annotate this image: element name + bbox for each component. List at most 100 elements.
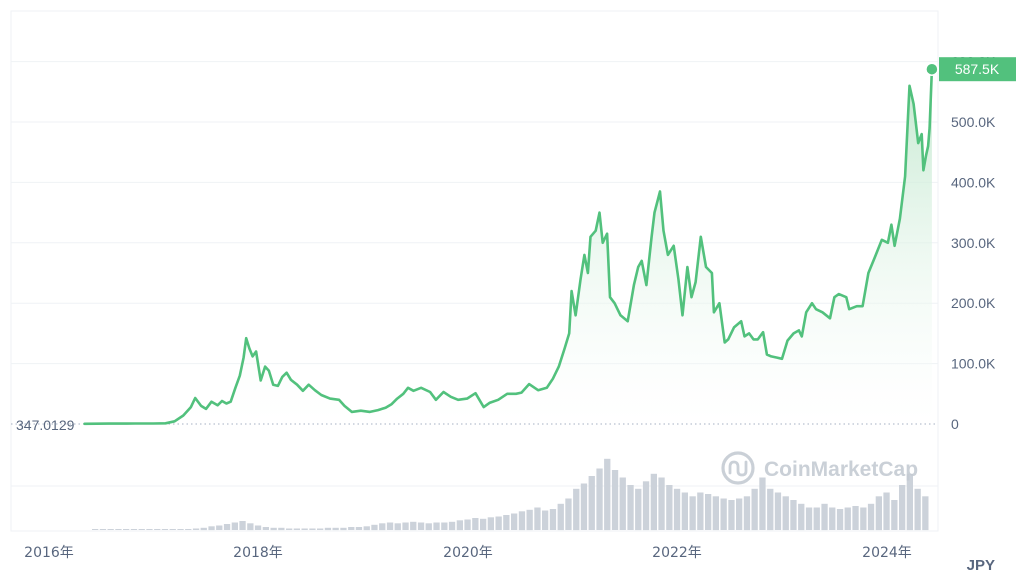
volume-bar <box>348 527 355 530</box>
volume-bar <box>588 476 595 530</box>
volume-bar <box>906 473 913 531</box>
volume-bar <box>247 523 254 531</box>
last-value-marker[interactable]: 587.5K <box>925 57 1016 82</box>
volume-bar <box>867 503 875 531</box>
volume-bar <box>642 481 650 531</box>
volume-bar <box>518 511 526 531</box>
volume-bar <box>681 492 688 530</box>
x-tick-label: 2022年 <box>652 545 702 561</box>
volume-bar <box>557 503 564 531</box>
volume-bar <box>736 498 743 530</box>
chart-frame <box>10 10 939 532</box>
watermark: CoinMarketCap <box>721 451 918 485</box>
y-tick-label: 400.0K <box>951 174 996 190</box>
x-tick-label: 2020年 <box>443 545 493 561</box>
last-price-label: 587.5K <box>955 61 1000 77</box>
baseline-value-label: 347.0129 <box>16 417 75 433</box>
volume-bar <box>340 527 347 531</box>
x-tick-label: 2016年 <box>24 545 74 561</box>
last-price-badge <box>939 57 1016 82</box>
volume-bar <box>317 528 324 530</box>
volume-bar <box>829 507 836 530</box>
volume-bar <box>192 528 200 530</box>
volume-bar <box>99 529 107 530</box>
y-tick-label: 300.0K <box>951 235 996 251</box>
volume-bar <box>239 521 246 530</box>
volume-bar <box>480 518 487 531</box>
volume-bar <box>130 529 138 530</box>
volume-bar <box>154 529 161 530</box>
volume-bar <box>899 485 906 530</box>
price-area-layer <box>84 69 932 424</box>
volume-bar <box>883 492 890 530</box>
y-tick-label: 100.0K <box>951 356 996 372</box>
volume-bar <box>596 468 603 530</box>
coinmarketcap-logo-icon <box>721 451 755 485</box>
volume-bar <box>503 515 510 530</box>
volume-bar <box>759 477 766 530</box>
volume-bar <box>231 522 238 530</box>
volume-bar <box>138 529 145 530</box>
volume-bar <box>875 496 882 531</box>
volume-bar <box>836 509 844 530</box>
volume-bar <box>177 529 184 530</box>
grid-lines <box>11 61 938 487</box>
x-tick-label: 2024年 <box>862 545 912 561</box>
volume-bar <box>511 513 518 530</box>
volume-bar <box>534 507 541 530</box>
volume-bar <box>262 527 269 530</box>
volume-bar <box>658 477 665 530</box>
volume-bar <box>573 488 580 531</box>
y-tick-label: 200.0K <box>951 295 996 311</box>
y-tick-label: 500.0K <box>951 114 996 130</box>
volume-bar <box>790 500 797 530</box>
volume-bar <box>386 522 394 530</box>
volume-bar <box>456 520 463 531</box>
volume-bar <box>798 503 805 531</box>
volume-bar <box>619 477 626 530</box>
volume-bar <box>270 527 277 531</box>
price-area <box>84 69 932 424</box>
volume-bar <box>223 524 231 530</box>
volume-bar <box>254 525 262 530</box>
volume-bar <box>635 488 642 531</box>
price-line-layer <box>83 67 934 426</box>
volume-bar <box>627 485 634 530</box>
volume-bar <box>844 507 851 530</box>
volume-bar <box>774 492 782 530</box>
volume-bar <box>425 523 432 531</box>
volume-bar <box>891 500 898 530</box>
volume-bar <box>464 519 471 530</box>
volume-bar <box>441 522 448 530</box>
volume-bar <box>208 526 215 531</box>
last-price-dot[interactable] <box>925 62 939 76</box>
volume-bar <box>720 498 727 530</box>
volume-bar <box>115 529 122 530</box>
volume-bar <box>914 488 921 531</box>
currency-label: JPY <box>967 557 995 574</box>
volume-bar <box>767 488 774 531</box>
volume-bar <box>580 483 588 530</box>
volume-bar <box>782 496 789 531</box>
volume-bar <box>673 488 681 531</box>
volume-bar <box>611 470 619 530</box>
volume-bar <box>565 498 572 530</box>
volume-bar <box>332 527 339 531</box>
volume-bar <box>604 458 611 531</box>
volume-bar <box>526 509 533 531</box>
volume-bar <box>301 528 308 530</box>
volume-bar <box>549 509 557 530</box>
volume-bar <box>852 506 859 530</box>
volume-bar <box>309 528 316 530</box>
price-line <box>83 67 934 426</box>
volume-bar <box>123 529 130 530</box>
volume-bar <box>697 492 704 530</box>
volume-bar <box>286 528 293 530</box>
volume-bar <box>689 496 696 531</box>
volume-bar <box>417 522 425 530</box>
volume-bar <box>448 521 456 531</box>
volume-bar <box>216 525 223 530</box>
volume-bar <box>293 528 300 530</box>
